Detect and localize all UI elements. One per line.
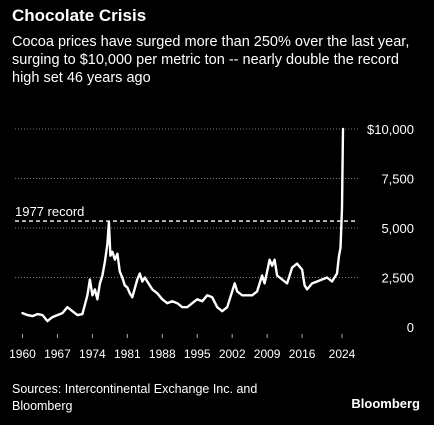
y-tick-label: 5,000 xyxy=(381,221,414,236)
record-reference-label: 1977 record xyxy=(15,204,84,219)
reference-line-group: 1977 record xyxy=(15,204,358,222)
x-tick-label: 1995 xyxy=(184,347,211,361)
x-tick-label: 1960 xyxy=(9,347,36,361)
y-tick-label: $10,000 xyxy=(367,122,414,137)
x-tick-label: 2024 xyxy=(329,347,356,361)
x-tick-label: 2002 xyxy=(219,347,246,361)
grid-lines xyxy=(15,128,358,278)
x-tick-label: 1967 xyxy=(44,347,71,361)
y-tick-label: 2,500 xyxy=(381,271,414,286)
price-line xyxy=(21,127,345,323)
x-tick-labels: 1960 1967 1974 1981 1988 1995 2002 2009 2016 2024 xyxy=(9,347,356,361)
chart-title: Chocolate Crisis xyxy=(12,6,147,25)
bloomberg-logo: Bloomberg xyxy=(351,396,420,411)
x-tick-label: 1981 xyxy=(114,347,141,361)
chart-subtitle: Cocoa prices have surged more than 250% … xyxy=(12,34,410,86)
x-tick-label: 1988 xyxy=(149,347,176,361)
x-tick-label: 1974 xyxy=(79,347,106,361)
x-tick-marks xyxy=(21,334,343,338)
y-tick-label: 7,500 xyxy=(381,172,414,187)
y-tick-labels: 0 2,500 5,000 7,500 $10,000 xyxy=(367,122,414,335)
x-tick-label: 2016 xyxy=(289,347,316,361)
y-tick-label: 0 xyxy=(407,320,414,335)
source-note: Sources: Intercontinental Exchange Inc. … xyxy=(12,382,258,413)
x-tick-label: 2009 xyxy=(254,347,281,361)
